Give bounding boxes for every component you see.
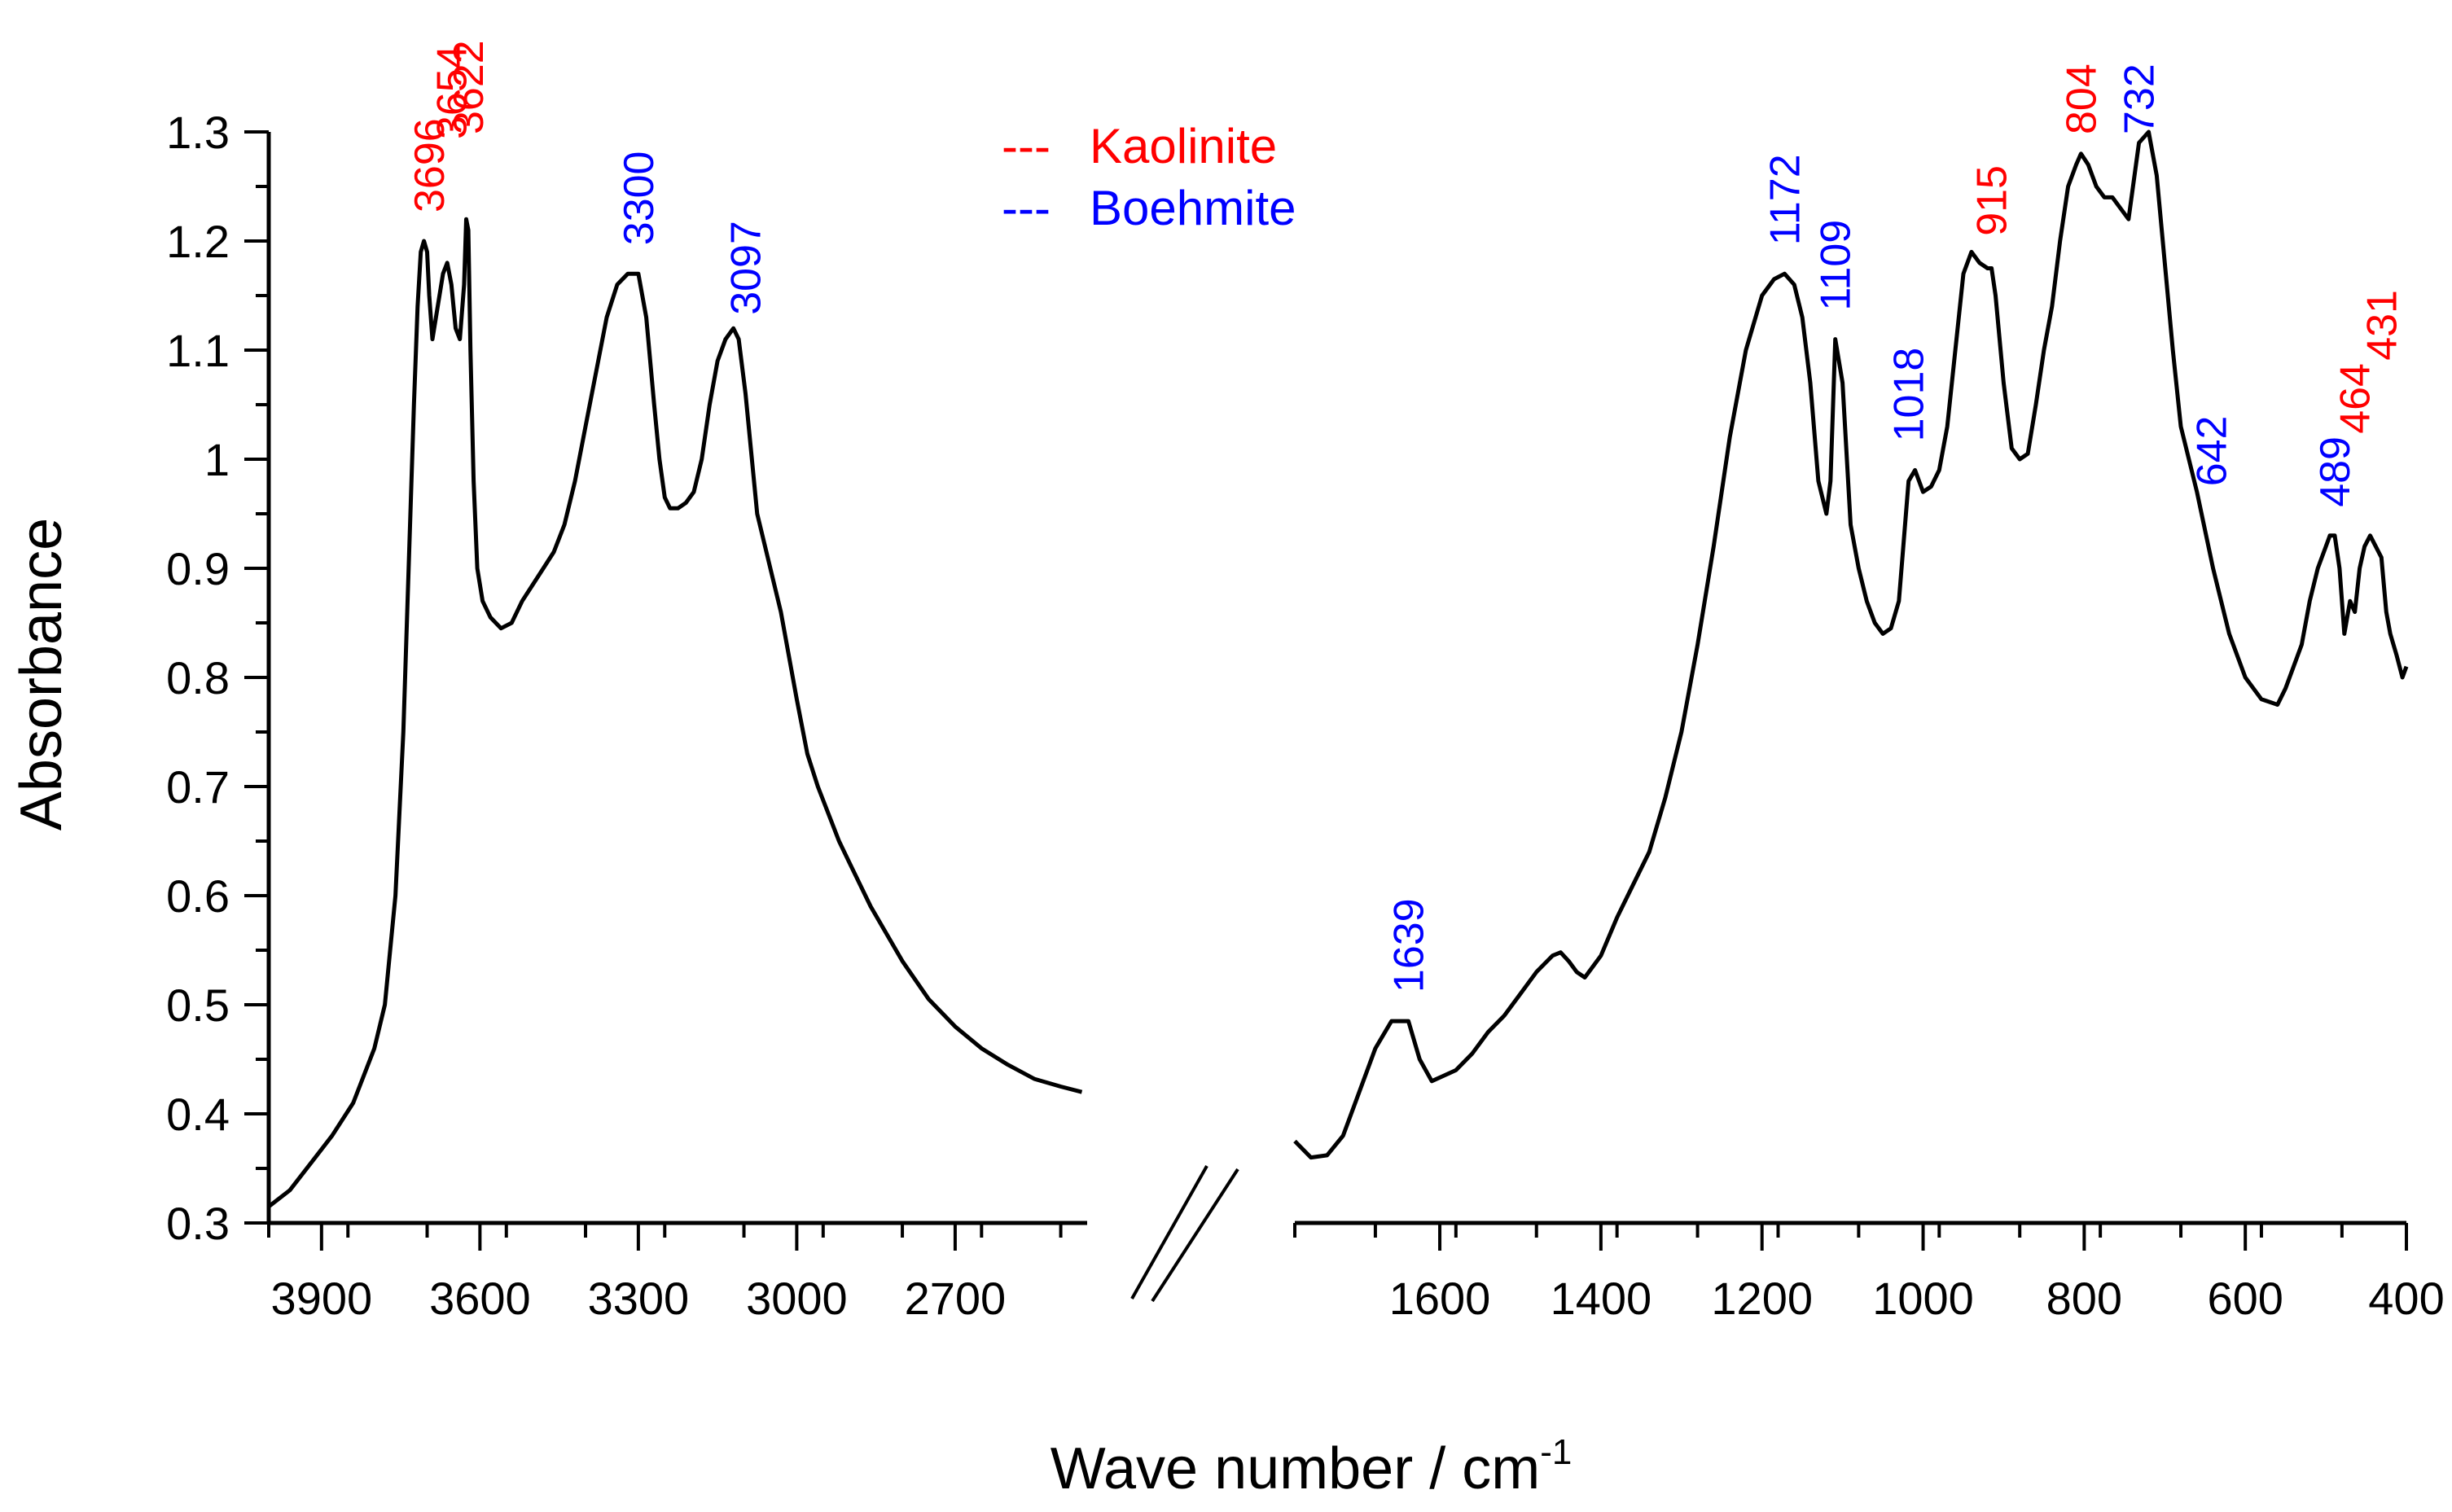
peak-label: 1109 — [1813, 220, 1860, 311]
x-axis-title-superscript: -1 — [1540, 1432, 1572, 1472]
peak-label: 431 — [2358, 290, 2406, 361]
x-tick-label: 1000 — [1872, 1273, 1974, 1324]
legend: --- Kaolinite --- Boehmite — [1002, 119, 1296, 235]
legend-entry: Kaolinite — [1090, 119, 1277, 173]
x-tick-label: 800 — [2046, 1273, 2122, 1324]
y-tick-label: 0.3 — [166, 1198, 230, 1249]
peak-label: 1018 — [1886, 348, 1933, 442]
x-tick-label: 1600 — [1389, 1273, 1491, 1324]
spectrum-lines — [267, 129, 2409, 1208]
peak-label: 915 — [1969, 165, 2016, 236]
peak-label: 3622 — [445, 40, 493, 134]
spectrum-line-high-wavenumber — [267, 217, 1083, 1208]
x-tick-label: 3300 — [588, 1273, 690, 1324]
y-tick-label: 1.1 — [166, 325, 230, 376]
y-tick-label: 1.2 — [166, 216, 230, 267]
x-tick-label: 3000 — [746, 1273, 848, 1324]
peak-label: 3097 — [723, 221, 770, 315]
x-tick-label: 600 — [2207, 1273, 2283, 1324]
legend-marker: --- — [1002, 119, 1051, 173]
y-tick-label: 0.5 — [166, 980, 230, 1031]
y-tick-label: 0.9 — [166, 543, 230, 594]
peak-label: 3696 — [406, 118, 454, 213]
peak-label: 732 — [2116, 64, 2164, 134]
peak-label: 1639 — [1386, 898, 1433, 993]
y-axis-title: Absorbance — [9, 518, 74, 831]
y-tick-label: 0.4 — [166, 1089, 230, 1140]
axis-break-mark — [1151, 1168, 1239, 1303]
peak-label: 1172 — [1761, 154, 1809, 245]
y-tick-label: 0.7 — [166, 761, 230, 813]
x-tick-label: 1400 — [1551, 1273, 1652, 1324]
peak-label: 3654 — [428, 45, 476, 139]
axis-break-mark — [1130, 1165, 1208, 1299]
x-tick-label: 3900 — [271, 1273, 373, 1324]
y-tick-label: 0.8 — [166, 652, 230, 703]
x-tick-label: 400 — [2368, 1273, 2444, 1324]
x-tick-label: 3600 — [429, 1273, 531, 1324]
legend-entry: Boehmite — [1090, 181, 1296, 235]
y-tick-label: 0.6 — [166, 870, 230, 922]
peak-label: 3300 — [616, 151, 663, 246]
y-axis-ticks: 0.3 0.4 0.5 0.6 0.7 0.8 0.9 1 1.1 1.2 1.3 — [166, 107, 269, 1249]
peak-label: 804 — [2058, 64, 2105, 134]
x-tick-label: 2700 — [905, 1273, 1007, 1324]
y-tick-label: 1 — [204, 434, 230, 485]
peak-label: 642 — [2189, 416, 2236, 487]
spectrum-line-low-wavenumber — [1293, 129, 2409, 1160]
peak-label: 489 — [2312, 436, 2359, 507]
x-axis-title: Wave number / cm-1 — [1051, 1432, 1573, 1501]
x-tick-label: 1200 — [1711, 1273, 1813, 1324]
x-axis-title-text: Wave number / cm — [1051, 1436, 1541, 1501]
x-axis-ticks: 3900 3600 3300 3000 2700 1600 1400 1200 1000 800 6… — [267, 1223, 2445, 1324]
axes — [266, 132, 2406, 1303]
peak-label: 464 — [2332, 363, 2380, 434]
legend-marker: --- — [1002, 181, 1051, 235]
y-tick-label: 1.3 — [166, 107, 230, 158]
